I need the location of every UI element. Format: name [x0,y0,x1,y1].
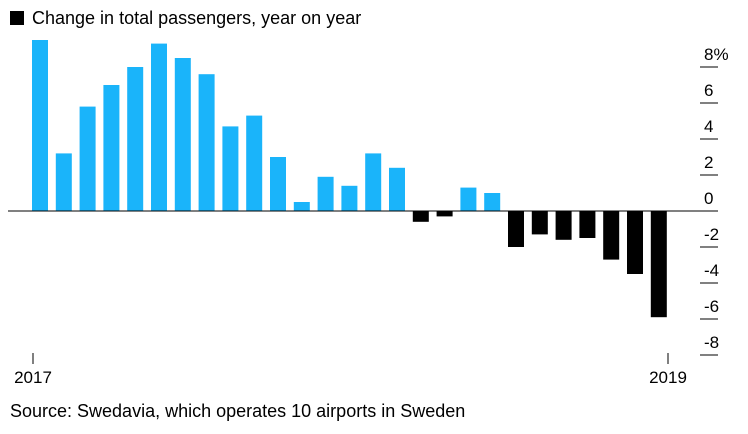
legend-label: Change in total passengers, year on year [32,7,362,28]
y-tick-label: -2 [704,225,719,244]
bar [32,40,48,211]
bar [151,43,167,211]
bar [650,211,667,318]
bar [484,193,501,211]
bar [79,106,96,211]
x-tick-label: 2017 [14,368,52,387]
bar [293,202,310,211]
bar [174,58,191,211]
bar [127,67,144,211]
bar [365,153,382,211]
bar [317,176,334,211]
legend: Change in total passengers, year on year [10,7,361,29]
y-tick-label: 4 [704,117,713,136]
bar [531,211,548,235]
legend-swatch [10,11,24,25]
bar [103,85,120,211]
bar [55,153,72,211]
x-tick-label: 2019 [649,368,687,387]
bar [222,126,239,211]
bar [603,211,620,260]
bar [436,211,453,217]
y-tick-label: -4 [704,261,719,280]
bar [508,211,524,247]
bar [270,157,286,211]
bar [460,187,477,211]
y-tick-label: 0 [704,189,713,208]
y-tick-label: -8 [704,333,719,352]
bar [341,185,358,211]
bar [555,211,572,240]
bar [412,211,429,222]
bar [389,167,405,211]
bar [579,211,596,238]
bar [198,74,215,211]
bar [627,211,643,274]
bar [246,115,263,211]
y-tick-label: -6 [704,297,719,316]
y-tick-label: 2 [704,153,713,172]
source-note: Source: Swedavia, which operates 10 airp… [10,401,466,421]
y-tick-label: 6 [704,81,713,100]
y-tick-label: 8% [704,45,729,64]
